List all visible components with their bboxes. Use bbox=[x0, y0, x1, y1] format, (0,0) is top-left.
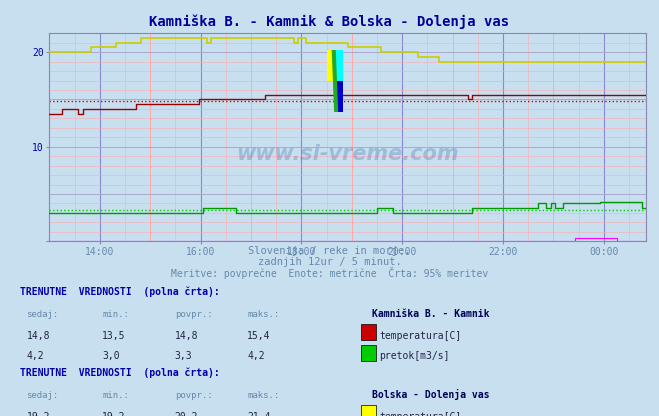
Text: povpr.:: povpr.: bbox=[175, 310, 212, 319]
Text: zadnjih 12ur / 5 minut.: zadnjih 12ur / 5 minut. bbox=[258, 258, 401, 267]
Bar bbox=[335, 81, 343, 112]
Text: temperatura[C]: temperatura[C] bbox=[380, 331, 462, 341]
Text: 3,0: 3,0 bbox=[102, 352, 120, 362]
Text: 19,2: 19,2 bbox=[26, 412, 50, 416]
Text: 19,2: 19,2 bbox=[102, 412, 126, 416]
Text: min.:: min.: bbox=[102, 391, 129, 400]
Text: 13,5: 13,5 bbox=[102, 331, 126, 341]
Bar bbox=[327, 50, 335, 81]
Text: www.si-vreme.com: www.si-vreme.com bbox=[237, 144, 459, 164]
Text: Meritve: povprečne  Enote: metrične  Črta: 95% meritev: Meritve: povprečne Enote: metrične Črta:… bbox=[171, 267, 488, 279]
Text: Kamniška B. - Kamnik: Kamniška B. - Kamnik bbox=[372, 309, 490, 319]
Text: 4,2: 4,2 bbox=[26, 352, 44, 362]
Text: maks.:: maks.: bbox=[247, 310, 279, 319]
Text: sedaj:: sedaj: bbox=[26, 391, 59, 400]
Text: 15,4: 15,4 bbox=[247, 331, 271, 341]
Text: TRENUTNE  VREDNOSTI  (polna črta):: TRENUTNE VREDNOSTI (polna črta): bbox=[20, 287, 219, 297]
Text: sedaj:: sedaj: bbox=[26, 310, 59, 319]
Text: povpr.:: povpr.: bbox=[175, 391, 212, 400]
Text: Bolska - Dolenja vas: Bolska - Dolenja vas bbox=[372, 389, 490, 400]
Bar bbox=[335, 50, 343, 81]
Text: 3,3: 3,3 bbox=[175, 352, 192, 362]
Polygon shape bbox=[331, 50, 338, 112]
Text: pretok[m3/s]: pretok[m3/s] bbox=[380, 352, 450, 362]
Text: min.:: min.: bbox=[102, 310, 129, 319]
Text: 14,8: 14,8 bbox=[26, 331, 50, 341]
Text: Slovenija / reke in morje.: Slovenija / reke in morje. bbox=[248, 246, 411, 256]
Text: TRENUTNE  VREDNOSTI  (polna črta):: TRENUTNE VREDNOSTI (polna črta): bbox=[20, 368, 219, 379]
Text: 20,2: 20,2 bbox=[175, 412, 198, 416]
Text: maks.:: maks.: bbox=[247, 391, 279, 400]
Text: temperatura[C]: temperatura[C] bbox=[380, 412, 462, 416]
Text: Kamniška B. - Kamnik & Bolska - Dolenja vas: Kamniška B. - Kamnik & Bolska - Dolenja … bbox=[150, 15, 509, 29]
Text: 14,8: 14,8 bbox=[175, 331, 198, 341]
Text: 21,4: 21,4 bbox=[247, 412, 271, 416]
Text: 4,2: 4,2 bbox=[247, 352, 265, 362]
